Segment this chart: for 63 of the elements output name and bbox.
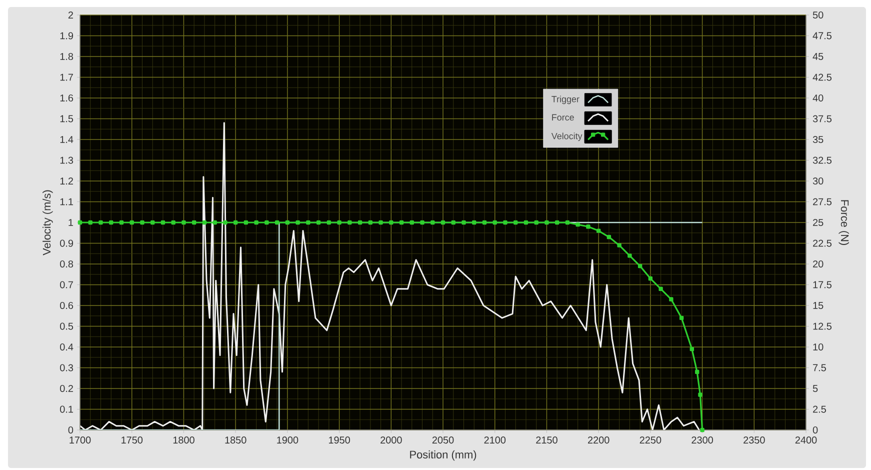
y2-tick-label: 12.5 [813, 322, 832, 330]
y-tick-label: 1.1 [60, 198, 73, 206]
y-tick-label: 0.1 [60, 406, 73, 413]
x-tick-label: 2300 [692, 436, 713, 444]
y-tick-label: 0.7 [60, 281, 73, 288]
x-tick-label: 2250 [640, 436, 662, 444]
y2-tick-label: 30 [812, 177, 824, 185]
x-axis-title: Position (mm) [410, 450, 476, 461]
y-tick-label: 0.5 [60, 322, 74, 330]
y-tick-label: 1 [68, 219, 73, 226]
y2-tick-label: 5 [812, 385, 818, 392]
y-tick-label: 2 [68, 12, 73, 18]
y2-tick-label: 15 [813, 302, 824, 309]
y-tick-label: 0 [68, 426, 74, 434]
y2-tick-label: 42.5 [812, 74, 832, 81]
y-tick-label: 1.5 [60, 115, 74, 122]
x-tick-label: 1850 [225, 436, 246, 444]
y-tick-label: 1.3 [60, 156, 74, 164]
y-tick-label: 1.6 [60, 94, 74, 102]
y-tick-label: 0.2 [60, 384, 73, 392]
legend-label: Trigger [552, 96, 580, 104]
y2-tick-label: 50 [812, 11, 824, 19]
y-tick-label: 0.6 [60, 302, 74, 310]
y2-tick-label: 35 [812, 136, 824, 144]
y2-tick-label: 27.5 [813, 198, 832, 206]
y2-tick-label: 40 [812, 94, 824, 102]
y-tick-label: 1.4 [60, 136, 74, 143]
x-tick-label: 1750 [122, 436, 143, 444]
x-tick-label: 1900 [277, 436, 298, 444]
y2-tick-label: 2.5 [813, 406, 826, 413]
y-tick-label: 1.8 [60, 52, 74, 60]
y-tick-label: 0.9 [60, 240, 74, 247]
y2-tick-label: 25 [813, 218, 824, 226]
x-tick-label: 1700 [70, 436, 91, 444]
y-tick-label: 1.2 [60, 178, 73, 184]
y-tick-label: 0.3 [60, 364, 74, 372]
x-tick-label: 1800 [173, 436, 194, 444]
y2-axis-title: Force (N) [838, 200, 849, 245]
y-tick-label: 1.9 [60, 32, 74, 40]
y2-tick-label: 0 [812, 426, 818, 434]
y2-tick-label: 7.5 [813, 364, 826, 372]
x-tick-label: 2400 [795, 436, 817, 444]
y2-tick-label: 37.5 [812, 115, 832, 122]
y-tick-label: 1.7 [60, 74, 73, 81]
legend-label: Velocity [551, 132, 582, 142]
x-tick-label: 2350 [744, 436, 765, 444]
x-tick-label: 2000 [380, 436, 402, 444]
y2-tick-label: 20 [813, 260, 824, 268]
x-tick-label: 2150 [536, 436, 558, 444]
y2-tick-label: 45 [812, 53, 824, 60]
y2-tick-label: 17.5 [813, 281, 832, 288]
x-tick-label: 2200 [588, 436, 610, 444]
y-tick-label: 0.4 [60, 343, 74, 351]
y2-tick-label: 10 [813, 343, 824, 351]
y-axis-title: Velocity (m/s) [42, 190, 53, 256]
y-tick-label: 0.8 [60, 260, 74, 268]
legend-label: Force [552, 114, 574, 121]
y2-tick-label: 47.5 [812, 32, 832, 40]
x-tick-label: 2050 [432, 436, 454, 444]
x-tick-label: 1950 [328, 436, 350, 444]
x-tick-label: 2100 [484, 436, 506, 444]
y2-tick-label: 32.5 [812, 156, 832, 164]
y2-tick-label: 22.5 [813, 240, 832, 247]
